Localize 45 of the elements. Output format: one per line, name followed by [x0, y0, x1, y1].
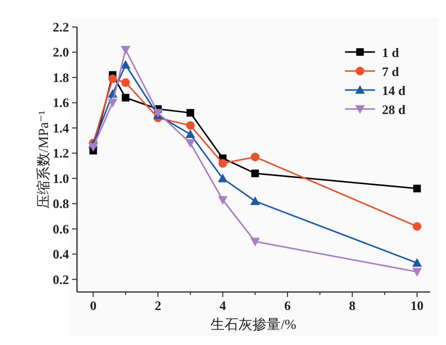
legend-label: 7 d: [382, 64, 400, 79]
y-tick-label: 0.6: [52, 221, 70, 236]
y-tick-label: 0.4: [52, 246, 70, 262]
x-tick-label: 4: [219, 298, 226, 313]
y-tick-label: 1.4: [52, 120, 70, 136]
point: [186, 121, 195, 130]
y-tick-label: 1.6: [52, 95, 70, 110]
x-tick-label: 2: [154, 298, 162, 313]
point: [186, 139, 196, 148]
point: [218, 196, 228, 205]
point: [108, 98, 118, 108]
point: [218, 174, 228, 182]
y-tick-label: 0.8: [52, 196, 70, 212]
point: [412, 222, 422, 231]
y-tick-label: 1.8: [52, 70, 70, 85]
y-tick-label: 2.2: [52, 20, 69, 34]
legend-label: 28 d: [382, 102, 406, 117]
legend-label: 1 d: [382, 45, 400, 60]
y-tick-label: 1.2: [52, 146, 69, 161]
point: [412, 258, 422, 267]
point: [120, 60, 130, 69]
point: [120, 46, 130, 55]
legend-label: 14 d: [382, 83, 406, 98]
y-tick-label: 0.2: [52, 272, 69, 287]
point: [88, 143, 98, 152]
point: [186, 109, 194, 117]
point: [186, 129, 196, 138]
x-tick-label: 0: [90, 298, 96, 313]
y-tick-label: 1.0: [52, 170, 69, 186]
point: [250, 238, 260, 246]
point: [121, 78, 130, 87]
point: [412, 268, 422, 277]
point: [250, 196, 260, 205]
x-tick-label: 10: [410, 298, 424, 313]
y-tick-label: 2.0: [52, 44, 69, 60]
x-tick-label: 6: [284, 298, 292, 313]
point: [413, 184, 421, 192]
point: [250, 152, 260, 162]
x-axis-title: 生石灰掺量/%: [210, 317, 297, 333]
x-tick-label: 8: [349, 298, 356, 313]
y-axis-title: 压缩系数/MPa⁻¹: [36, 110, 52, 208]
point: [108, 74, 117, 84]
point: [122, 94, 130, 102]
point: [251, 170, 259, 178]
point: [218, 158, 228, 168]
